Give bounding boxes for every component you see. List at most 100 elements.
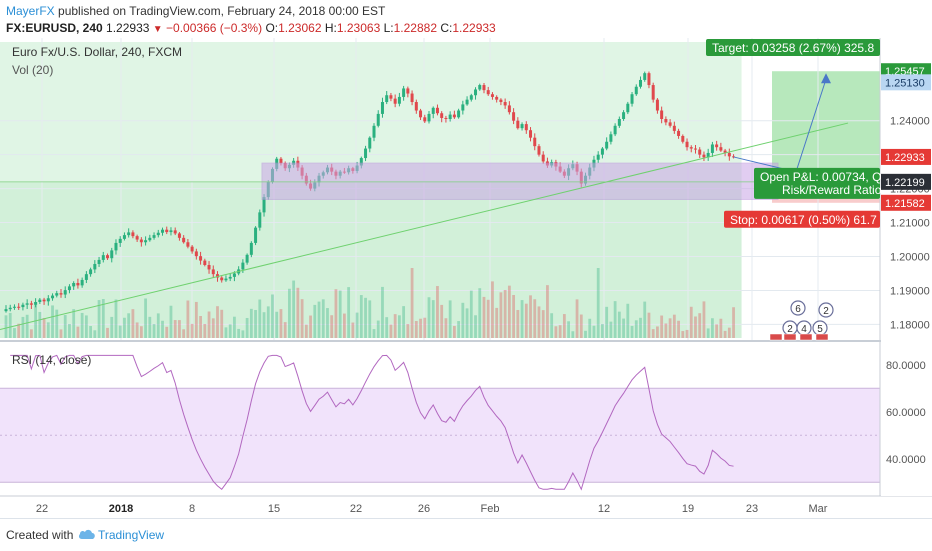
- volume-bar: [321, 299, 325, 338]
- rsi-tick-label: 60.0000: [886, 407, 926, 419]
- volume-bar: [533, 299, 537, 338]
- volume-bar: [469, 290, 473, 338]
- volume-bar: [364, 297, 367, 338]
- candle-body: [34, 302, 38, 305]
- candle-body: [423, 117, 427, 122]
- volume-bar: [596, 268, 600, 338]
- volume-bar: [93, 330, 97, 338]
- volume-bar: [664, 323, 668, 338]
- candle-body: [435, 107, 439, 114]
- candle-body: [406, 88, 410, 94]
- candle-body: [634, 86, 638, 95]
- volume-bar: [42, 318, 46, 338]
- stop-label[interactable]: Stop: 0.00617 (0.50%) 61.7: [730, 213, 877, 227]
- tradingview-cloud-icon: [78, 529, 95, 539]
- volume-bar: [579, 314, 583, 338]
- candle-body: [182, 237, 186, 243]
- support-zone[interactable]: [261, 162, 779, 200]
- candle-body: [220, 277, 224, 281]
- volume-bar: [520, 300, 524, 338]
- candle-body: [144, 240, 148, 243]
- volume-bar: [592, 325, 596, 338]
- volume-bar: [410, 268, 414, 338]
- volume-bar: [63, 315, 67, 338]
- volume-bar: [706, 328, 710, 338]
- volume-bar: [118, 325, 122, 338]
- volume-bar: [457, 321, 461, 338]
- volume-bar: [727, 327, 731, 338]
- candle-body: [613, 125, 617, 135]
- candle-body: [495, 96, 499, 100]
- event-marker-count: 2: [823, 306, 829, 317]
- candle-body: [169, 230, 173, 233]
- volume-bar: [389, 324, 393, 338]
- volume-bar: [499, 292, 503, 338]
- volume-bar: [372, 329, 376, 338]
- candle-body: [685, 141, 689, 148]
- candle-body: [681, 135, 685, 142]
- volume-bar: [575, 299, 579, 338]
- volume-bar: [465, 308, 469, 338]
- volume-bar: [275, 311, 279, 338]
- chart-title: Euro Fx/U.S. Dollar, 240, FXCM: [12, 45, 182, 59]
- open-pnl-bg: [754, 167, 880, 199]
- candle-body: [596, 154, 600, 160]
- stop-label-bg: [724, 210, 880, 228]
- candle-body: [529, 130, 533, 138]
- candle-body: [672, 125, 676, 131]
- candle-body: [376, 113, 380, 126]
- event-marker-count: 4: [801, 324, 807, 335]
- volume-bar: [68, 324, 71, 338]
- candle-body: [617, 119, 621, 126]
- candle-body: [393, 98, 397, 104]
- volume-bar: [529, 295, 532, 338]
- volume-bar: [609, 321, 613, 338]
- volume-bar: [512, 294, 515, 338]
- volume-bar: [558, 325, 562, 338]
- candle-body: [59, 293, 63, 295]
- tradingview-brand[interactable]: TradingView: [98, 528, 165, 542]
- symbol-label: FX:EURUSD, 240: [6, 21, 103, 35]
- volume-bar: [639, 317, 642, 338]
- target-label[interactable]: Target: 0.03258 (2.67%) 325.8: [712, 41, 874, 55]
- trendline[interactable]: [0, 122, 849, 330]
- volume-bar: [689, 306, 693, 338]
- volume-bar: [135, 322, 139, 338]
- candle-body: [461, 104, 465, 111]
- event-marker-icon[interactable]: [818, 302, 834, 318]
- candle-body: [249, 242, 253, 255]
- down-arrow-icon: ▼: [152, 24, 163, 35]
- volume-bar: [139, 326, 143, 338]
- candle-body: [76, 282, 80, 286]
- history-profit-zone: [0, 42, 742, 182]
- event-marker-icon[interactable]: [790, 300, 806, 316]
- author-link[interactable]: MayerFX: [6, 4, 55, 18]
- volume-bar: [89, 326, 92, 338]
- rsi-line[interactable]: [10, 354, 734, 491]
- candle-body: [148, 237, 152, 241]
- volume-bar: [194, 301, 198, 338]
- open-pnl-label[interactable]: Open P&L: 0.00734, Q: [760, 170, 881, 184]
- candle-body: [677, 130, 681, 136]
- volume-bar: [406, 324, 410, 338]
- volume-bar: [207, 311, 211, 338]
- price-badge-label: 1.22199: [885, 177, 925, 189]
- volume-bar: [148, 316, 152, 338]
- volume-bar: [507, 285, 511, 338]
- candle-body: [630, 94, 634, 104]
- candle-body: [42, 299, 46, 302]
- event-marker-count: 6: [795, 304, 801, 315]
- last-price: 1.22933: [106, 21, 150, 35]
- volume-bar: [131, 309, 135, 338]
- time-tick-label: 8: [189, 503, 195, 515]
- candle-body: [702, 154, 706, 158]
- chart-canvas[interactable]: 1.240001.230001.220001.210001.200001.190…: [0, 38, 932, 518]
- volume-bar: [711, 318, 714, 338]
- low-label: L:: [383, 21, 394, 35]
- volume-bar: [385, 317, 389, 338]
- volume-bar: [317, 301, 321, 338]
- price-badge-stop: [881, 194, 931, 211]
- volume-bar: [249, 308, 253, 338]
- risk-reward-label[interactable]: Risk/Reward Ratio: [782, 183, 882, 197]
- candle-body: [131, 232, 135, 237]
